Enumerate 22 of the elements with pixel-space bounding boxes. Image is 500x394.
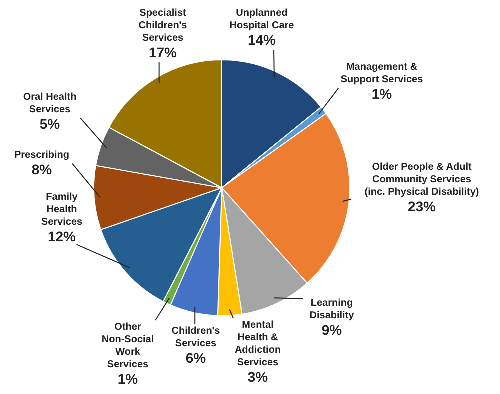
data-label: 12%	[48, 228, 77, 244]
slice-label: Family Health Services	[41, 192, 84, 228]
data-label: 1%	[118, 371, 139, 387]
slice-label: Unplanned Hospital Care	[230, 8, 295, 32]
data-label: 6%	[186, 350, 207, 366]
data-label: 14%	[248, 32, 277, 48]
data-label: 3%	[248, 369, 269, 385]
data-label: 8%	[32, 162, 53, 178]
slice-label: Other Non-Social Work Services	[102, 322, 154, 370]
slice-label: Older People & Adult Community Services (inc. Physical Disability)	[364, 162, 480, 198]
slice-label: Children's Services	[172, 326, 221, 350]
slice-label: Management & Support Services	[340, 62, 424, 86]
data-label: 1%	[372, 86, 393, 102]
slice-label: Mental Health & Addiction Services	[234, 320, 282, 368]
slice-label: Prescribing	[14, 150, 70, 161]
slice-label: Oral Health Services	[23, 92, 77, 116]
data-label: 23%	[408, 198, 437, 214]
slice-label: Learning Disability	[310, 298, 355, 322]
data-label: 9%	[322, 322, 343, 338]
slice-label: Specialist Children's Services	[138, 8, 188, 44]
data-label: 17%	[148, 44, 178, 60]
data-label: 5%	[40, 116, 61, 132]
